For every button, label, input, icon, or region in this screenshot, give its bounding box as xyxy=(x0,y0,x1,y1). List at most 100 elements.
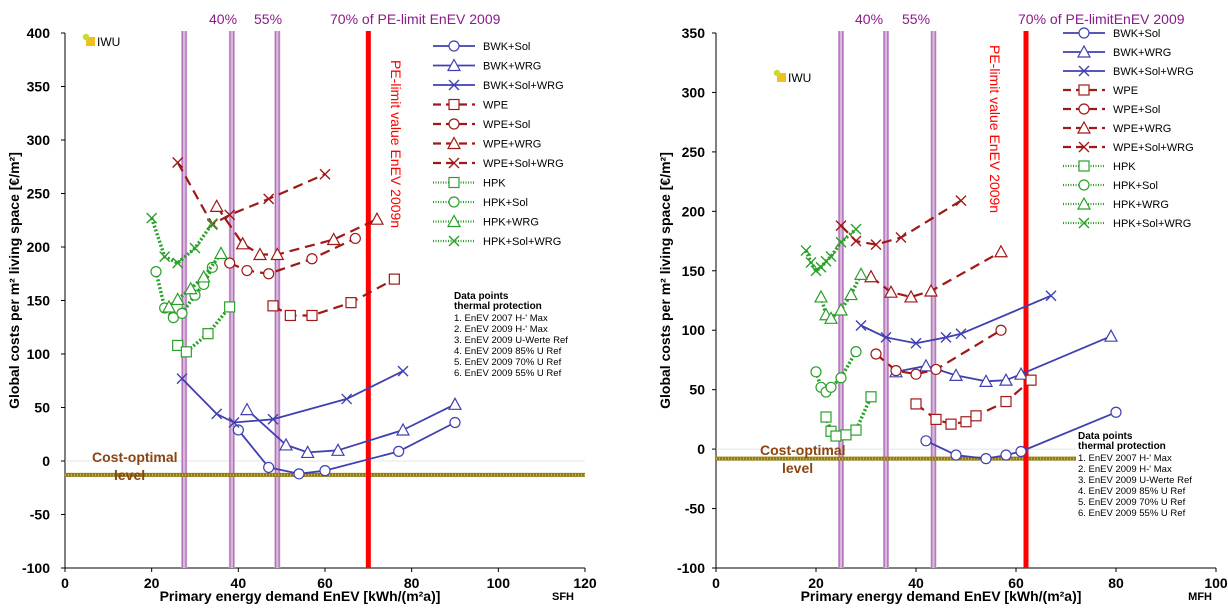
legend-label: BWK+Sol xyxy=(483,41,530,53)
legend-item-bwk-sol: BWK+Sol xyxy=(433,40,530,53)
thermal-protection-item: 5. EnEV 2009 70% U Ref xyxy=(1078,497,1186,508)
pe-fraction-line-1 xyxy=(181,31,188,568)
iwu-logo: IWU xyxy=(82,33,120,49)
series-line-bwk-wrg xyxy=(895,335,1112,383)
series-wpe xyxy=(267,273,400,322)
x-tick-label: 100 xyxy=(487,575,511,591)
data-point xyxy=(206,261,218,273)
legend-label: HPK+Sol+WRG xyxy=(1113,218,1191,230)
x-axis-title: Primary energy demand EnEV [kWh/(m²a)] xyxy=(801,588,1082,604)
data-point xyxy=(176,307,188,319)
data-point xyxy=(918,358,934,372)
legend-marker xyxy=(1078,84,1090,96)
building-type-label: SFH xyxy=(552,591,574,603)
data-point xyxy=(850,223,862,235)
data-point xyxy=(855,319,867,331)
data-point xyxy=(920,435,932,447)
thermal-protection-box-bg xyxy=(1076,430,1221,516)
data-point xyxy=(180,346,192,358)
y-tick-label: 150 xyxy=(27,293,51,309)
x-tick-label: 40 xyxy=(231,575,247,591)
iwu-logo-dot xyxy=(773,69,781,77)
legend-item-wpe: WPE xyxy=(433,98,508,112)
legend-label: WPE+Sol+WRG xyxy=(483,158,564,170)
y-tick-label: 250 xyxy=(27,186,51,202)
legend-item-wpe-sol-wrg: WPE+Sol+WRG xyxy=(433,157,564,170)
data-point xyxy=(978,374,994,387)
legend-label: BWK+WRG xyxy=(483,61,541,73)
legend-label: WPE+Sol+WRG xyxy=(1113,142,1194,154)
data-point xyxy=(241,264,253,277)
legend-marker xyxy=(448,157,460,169)
data-point xyxy=(998,372,1014,386)
data-point xyxy=(267,300,279,312)
pe-fraction-label-3: 70% of PE-limit EnEV 2009 xyxy=(330,11,501,27)
iwu-logo-text: IWU xyxy=(788,71,811,85)
pe-fraction-band xyxy=(228,31,235,568)
thermal-protection-title-2: thermal protection xyxy=(1078,441,1166,452)
pe-limit-label: PE-limit value EnEV 2009n xyxy=(388,60,404,228)
legend-item-bwk-sol: BWK+Sol xyxy=(1063,27,1160,40)
data-point xyxy=(284,309,296,322)
y-tick-label: 50 xyxy=(34,400,50,416)
data-point xyxy=(224,209,236,221)
data-point xyxy=(161,299,177,313)
data-point xyxy=(850,346,862,358)
series-wpe-wrg xyxy=(209,199,385,261)
legend-marker xyxy=(448,118,460,130)
data-point xyxy=(224,301,236,313)
legend-label: HPK+Sol xyxy=(1113,180,1158,192)
data-point xyxy=(843,287,859,301)
data-point xyxy=(330,443,346,456)
legend-label: HPK xyxy=(1113,161,1136,173)
data-point xyxy=(923,283,939,297)
thermal-protection-title-1: Data points xyxy=(1078,431,1133,442)
data-point xyxy=(263,193,275,205)
legend-label: BWK+Sol+WRG xyxy=(1113,66,1194,78)
data-point xyxy=(176,373,188,385)
x-tick-label: 40 xyxy=(908,575,924,591)
thermal-protection-title-1: Data points xyxy=(454,291,509,302)
thermal-protection-item: 4. EnEV 2009 85% U Ref xyxy=(1078,486,1186,497)
legend-label: BWK+Sol xyxy=(1113,28,1160,40)
series-line-bwk-sol-wrg xyxy=(181,370,404,424)
legend-marker xyxy=(1078,217,1090,229)
data-point xyxy=(393,445,405,457)
y-tick-label: 350 xyxy=(27,79,51,95)
data-point xyxy=(1013,366,1029,380)
y-tick-label: 400 xyxy=(27,25,51,41)
pe-fraction-line-1 xyxy=(838,31,844,568)
x-tick-label: 120 xyxy=(573,575,597,591)
data-point xyxy=(835,236,847,248)
thermal-protection-item: 5. EnEV 2009 70% U Ref xyxy=(454,357,562,368)
legend-label: WPE+Sol xyxy=(483,119,530,131)
data-point xyxy=(232,424,244,436)
data-point xyxy=(172,156,184,168)
y-tick-label: 200 xyxy=(27,239,51,255)
legend-label: WPE+WRG xyxy=(1113,123,1171,135)
data-point xyxy=(278,437,294,451)
legend-marker xyxy=(446,214,462,228)
legend-label: WPE+WRG xyxy=(483,139,541,151)
y-tick-label: 350 xyxy=(682,25,706,41)
series-bwk-sol xyxy=(232,416,461,480)
thermal-protection-item: 2. EnEV 2009 H-' Max xyxy=(454,324,548,335)
legend-item-wpe-sol: WPE+Sol xyxy=(1063,103,1160,116)
pe-fraction-band xyxy=(274,31,281,568)
pe-fraction-line-3 xyxy=(930,31,937,568)
x-tick-label: 80 xyxy=(404,575,420,591)
data-point xyxy=(883,284,899,298)
series-hpk xyxy=(820,391,877,442)
data-point xyxy=(865,391,877,403)
data-point xyxy=(159,251,171,263)
thermal-protection-item: 6. EnEV 2009 55% U Ref xyxy=(454,368,562,379)
series-hpk-sol xyxy=(810,346,862,398)
y-tick-label: 50 xyxy=(689,382,705,398)
data-point xyxy=(388,273,400,285)
data-point xyxy=(447,397,463,410)
legend-marker xyxy=(1078,160,1090,172)
data-point xyxy=(825,381,837,393)
data-point xyxy=(805,256,817,268)
